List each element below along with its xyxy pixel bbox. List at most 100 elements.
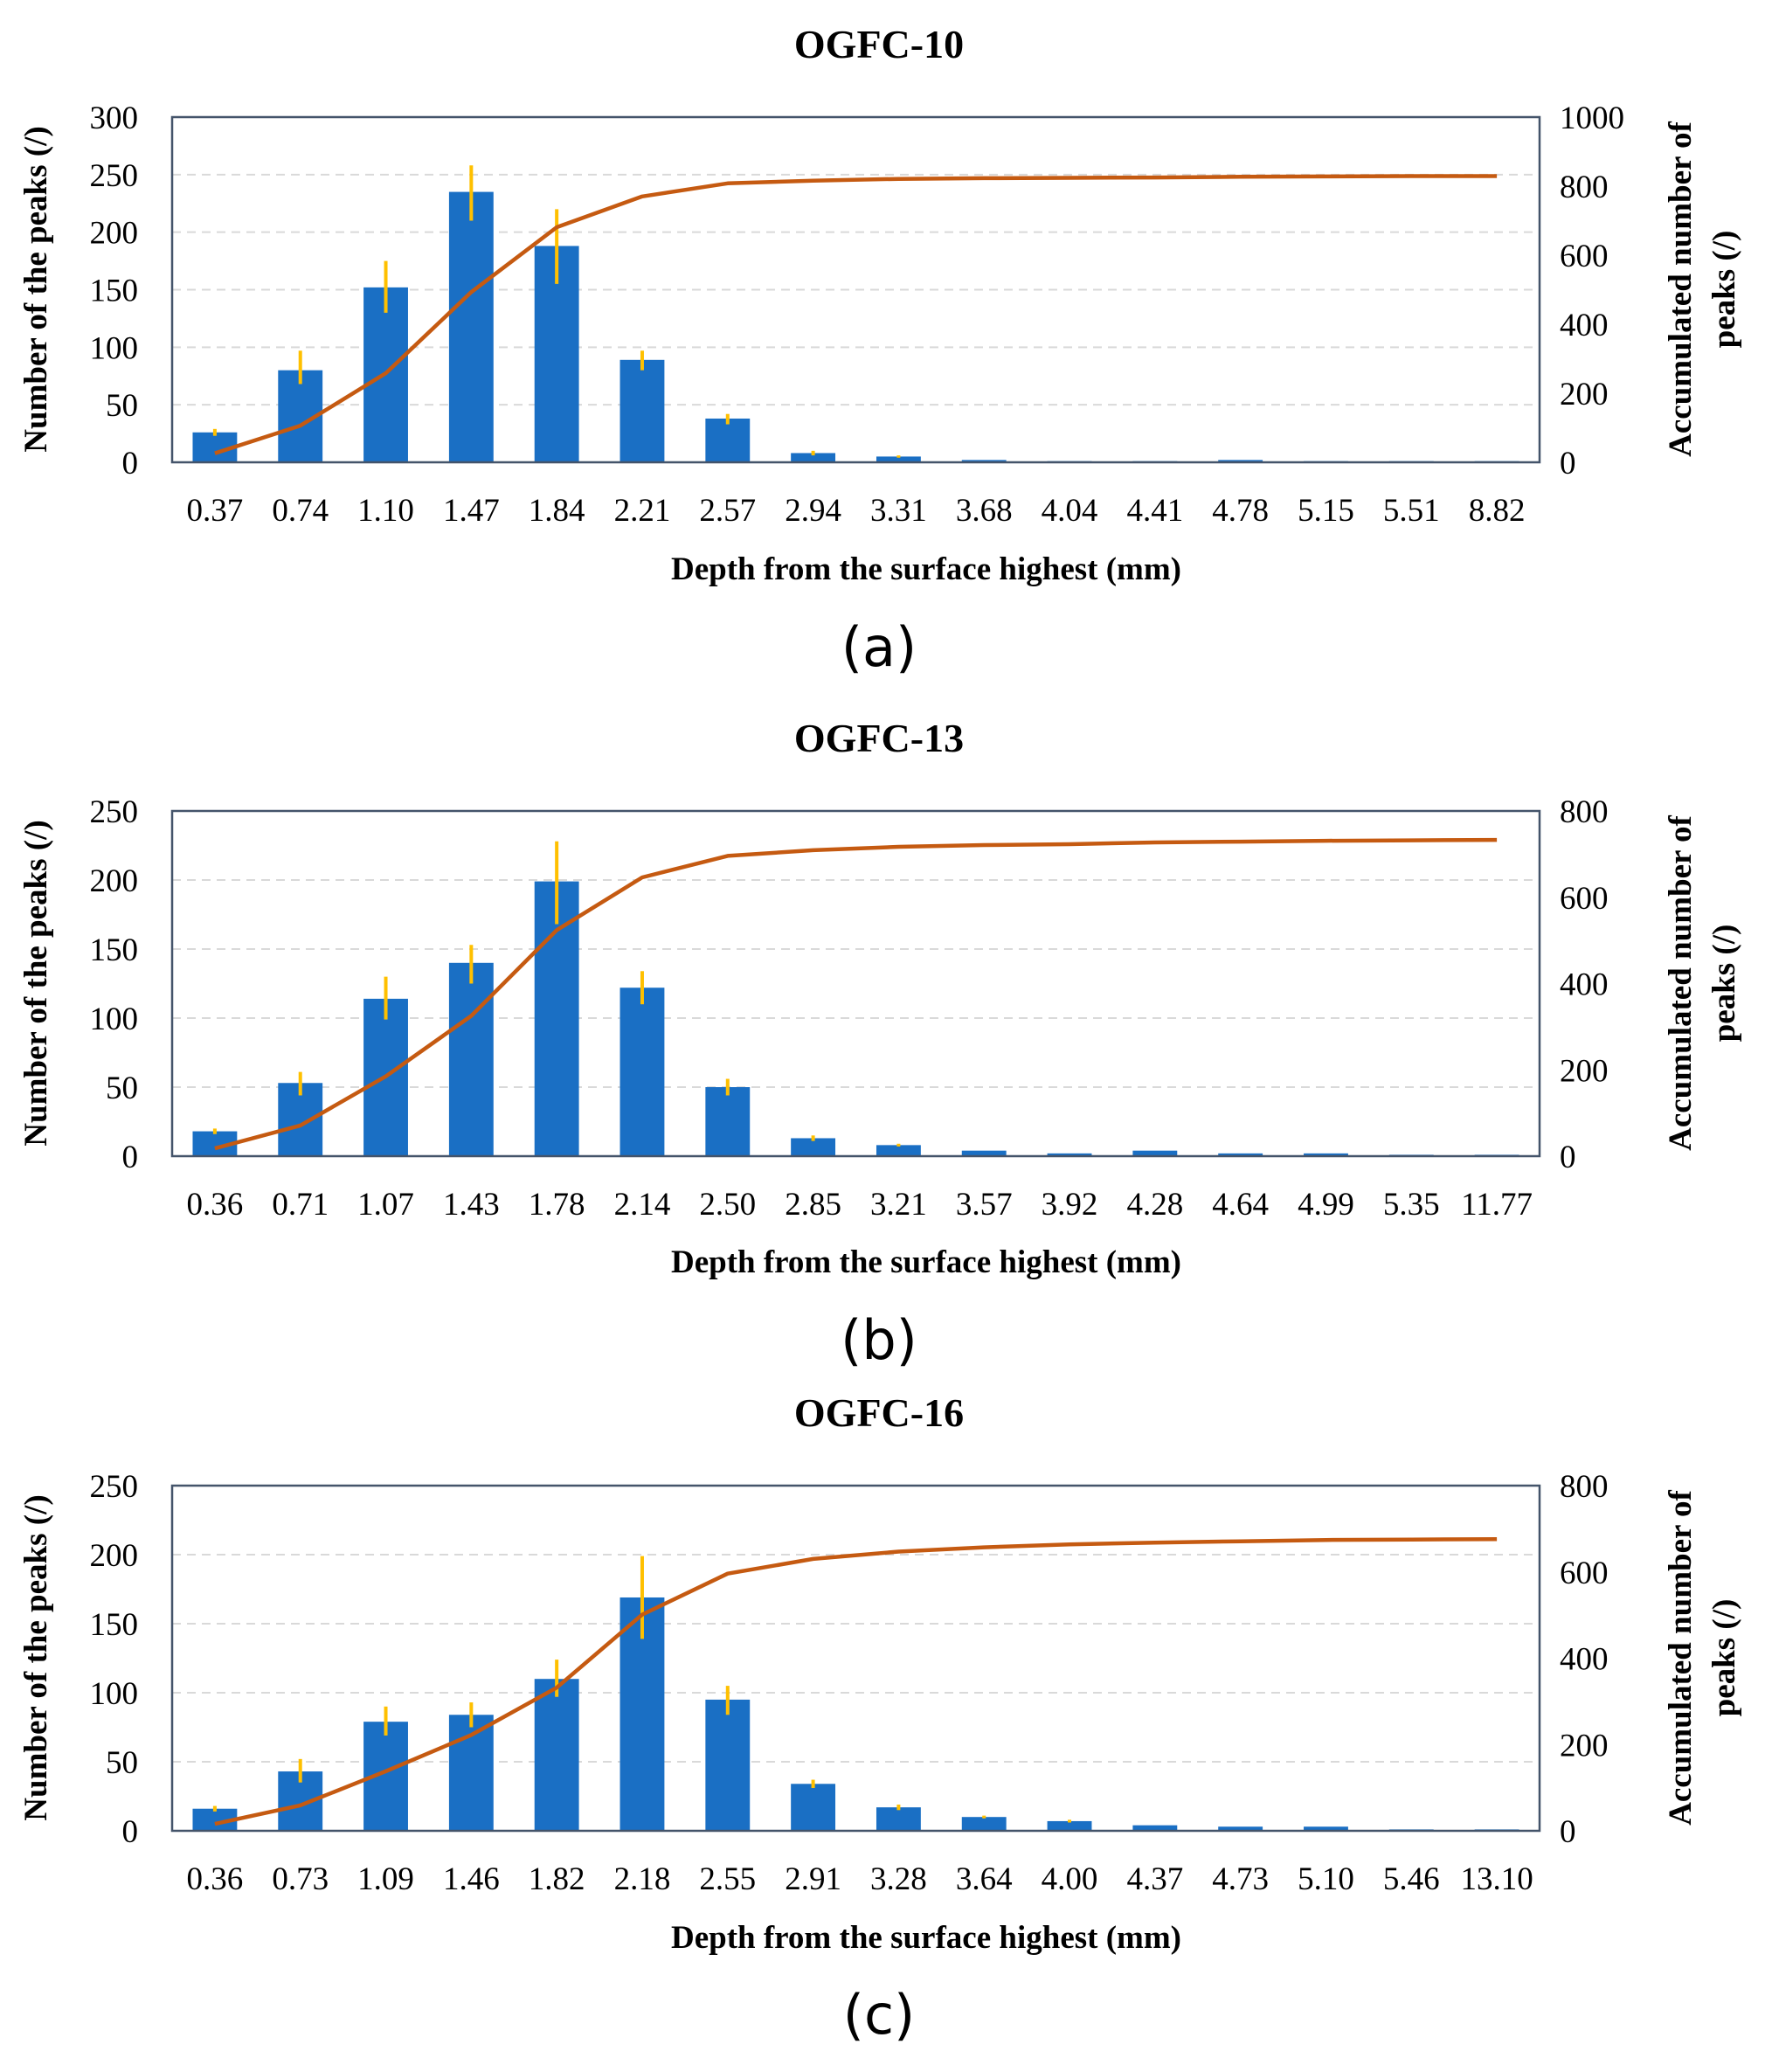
x-tick-label: 1.78 — [529, 1187, 585, 1223]
bar-2.21 — [619, 359, 665, 462]
y2-tick-label: 800 — [1560, 794, 1609, 830]
panel-label: (a) — [841, 615, 917, 679]
y2-tick-label: 400 — [1560, 967, 1609, 1003]
x-tick-label: 8.82 — [1469, 493, 1526, 529]
plot-frame — [170, 115, 1541, 464]
y-tick-label: 150 — [90, 932, 139, 968]
y-tick-label: 250 — [90, 794, 139, 830]
y-tick-label: 150 — [90, 274, 139, 309]
bar-1.47 — [448, 191, 494, 463]
x-axis-label: Depth from the surface highest (mm) — [671, 551, 1181, 587]
y-tick-label: 0 — [122, 1814, 139, 1850]
x-tick-label: 3.31 — [870, 493, 927, 529]
x-tick-label: 2.50 — [699, 1187, 756, 1223]
x-tick-label: 3.57 — [956, 1187, 1013, 1223]
x-tick-label: 4.64 — [1212, 1187, 1269, 1223]
x-tick-label: 4.73 — [1212, 1861, 1269, 1897]
y2-tick-label: 400 — [1560, 1642, 1609, 1678]
y2-tick-label: 200 — [1560, 377, 1609, 412]
y2-tick-label: 600 — [1560, 1556, 1609, 1591]
x-tick-label: 3.64 — [956, 1861, 1013, 1897]
x-axis-label: Depth from the surface highest (mm) — [671, 1920, 1181, 1956]
x-tick-label: 2.21 — [614, 493, 671, 529]
y2-tick-label: 800 — [1560, 170, 1609, 205]
y2-axis-label-line1: Accumulated number of — [1663, 814, 1699, 1150]
x-tick-label: 2.55 — [699, 1861, 756, 1897]
y-tick-label: 200 — [90, 216, 139, 252]
y2-tick-label: 200 — [1560, 1053, 1609, 1089]
y2-tick-label: 800 — [1560, 1469, 1609, 1505]
y-tick-label: 0 — [122, 1140, 139, 1175]
y-tick-label: 150 — [90, 1607, 139, 1643]
chart-title: OGFC-16 — [794, 1390, 964, 1435]
bar-4.28 — [1132, 1150, 1178, 1156]
y-tick-label: 200 — [90, 1538, 139, 1574]
y2-tick-label: 600 — [1560, 239, 1609, 274]
y2-tick-label: 400 — [1560, 308, 1609, 343]
x-axis-label: Depth from the surface highest (mm) — [671, 1244, 1181, 1280]
bar-3.31 — [876, 456, 921, 462]
y-tick-label: 300 — [90, 100, 139, 136]
bar-2.55 — [705, 1699, 751, 1831]
bar-3.68 — [961, 460, 1007, 462]
x-tick-label: 1.43 — [443, 1187, 500, 1223]
bar-4.00 — [1047, 1820, 1092, 1831]
y2-tick-label: 0 — [1560, 1814, 1576, 1850]
bar-2.91 — [791, 1784, 836, 1831]
y-tick-label: 200 — [90, 863, 139, 899]
x-tick-label: 2.57 — [699, 493, 756, 529]
bar-4.73 — [1218, 1826, 1263, 1831]
x-tick-label: 0.71 — [272, 1187, 329, 1223]
x-tick-label: 5.46 — [1383, 1861, 1440, 1897]
x-tick-label: 1.10 — [357, 493, 414, 529]
bar-2.57 — [705, 418, 751, 462]
bar-3.92 — [1047, 1153, 1092, 1156]
x-tick-label: 1.09 — [357, 1861, 414, 1897]
bar-4.99 — [1304, 1153, 1348, 1156]
x-tick-label: 4.00 — [1042, 1861, 1098, 1897]
chart-ogfc-16: OGFC-16 0 50 100 150 200 250 0 200 400 600 800 0.36 0… — [18, 1390, 1742, 2047]
x-tick-label: 0.73 — [272, 1861, 329, 1897]
y2-axis-label-line1: Accumulated number of — [1663, 1489, 1699, 1825]
x-tick-label: 4.04 — [1042, 493, 1098, 529]
x-tick-label: 3.92 — [1042, 1187, 1098, 1223]
x-tick-label: 3.21 — [870, 1187, 927, 1223]
x-tick-label: 2.14 — [614, 1187, 671, 1223]
y-tick-label: 250 — [90, 158, 139, 194]
bar-4.64 — [1218, 1153, 1263, 1156]
x-tick-label: 2.94 — [785, 493, 841, 529]
x-tick-label: 1.07 — [357, 1187, 414, 1223]
chart-ogfc-13: OGFC-13 0 50 100 150 200 250 0 200 400 600 800 0.36 0… — [18, 716, 1742, 1372]
y-axis-label: Number of the peaks (/) — [18, 820, 54, 1146]
x-tick-label: 4.78 — [1212, 493, 1269, 529]
x-tick-label: 0.36 — [187, 1187, 244, 1223]
plot-frame — [170, 1484, 1541, 1833]
series-line-accumulated — [214, 837, 1498, 1151]
bar-2.85 — [791, 1138, 836, 1156]
y-tick-label: 100 — [90, 1001, 139, 1037]
chart-title: OGFC-13 — [794, 716, 964, 760]
bar-5.10 — [1304, 1826, 1348, 1831]
x-tick-label: 2.85 — [785, 1187, 841, 1223]
bar-3.28 — [876, 1807, 921, 1831]
bar-2.14 — [619, 987, 665, 1156]
x-tick-label: 4.37 — [1126, 1861, 1183, 1897]
y-axis-label: Number of the peaks (/) — [18, 1494, 54, 1820]
series-line-accumulated — [214, 174, 1498, 455]
bar-1.82 — [534, 1679, 579, 1831]
y-tick-label: 50 — [106, 1071, 138, 1106]
x-tick-label: 13.10 — [1460, 1861, 1533, 1897]
bar-4.37 — [1132, 1825, 1178, 1831]
bar-1.43 — [448, 962, 494, 1156]
x-tick-label: 0.74 — [272, 493, 329, 529]
x-tick-label: 5.35 — [1383, 1187, 1440, 1223]
bar-4.78 — [1218, 460, 1263, 462]
x-tick-label: 3.28 — [870, 1861, 927, 1897]
bar-1.46 — [448, 1715, 494, 1831]
x-tick-label: 1.84 — [529, 493, 585, 529]
x-tick-label: 0.37 — [187, 493, 244, 529]
y2-tick-label: 0 — [1560, 446, 1576, 482]
x-tick-label: 2.18 — [614, 1861, 671, 1897]
y-tick-label: 100 — [90, 330, 139, 366]
